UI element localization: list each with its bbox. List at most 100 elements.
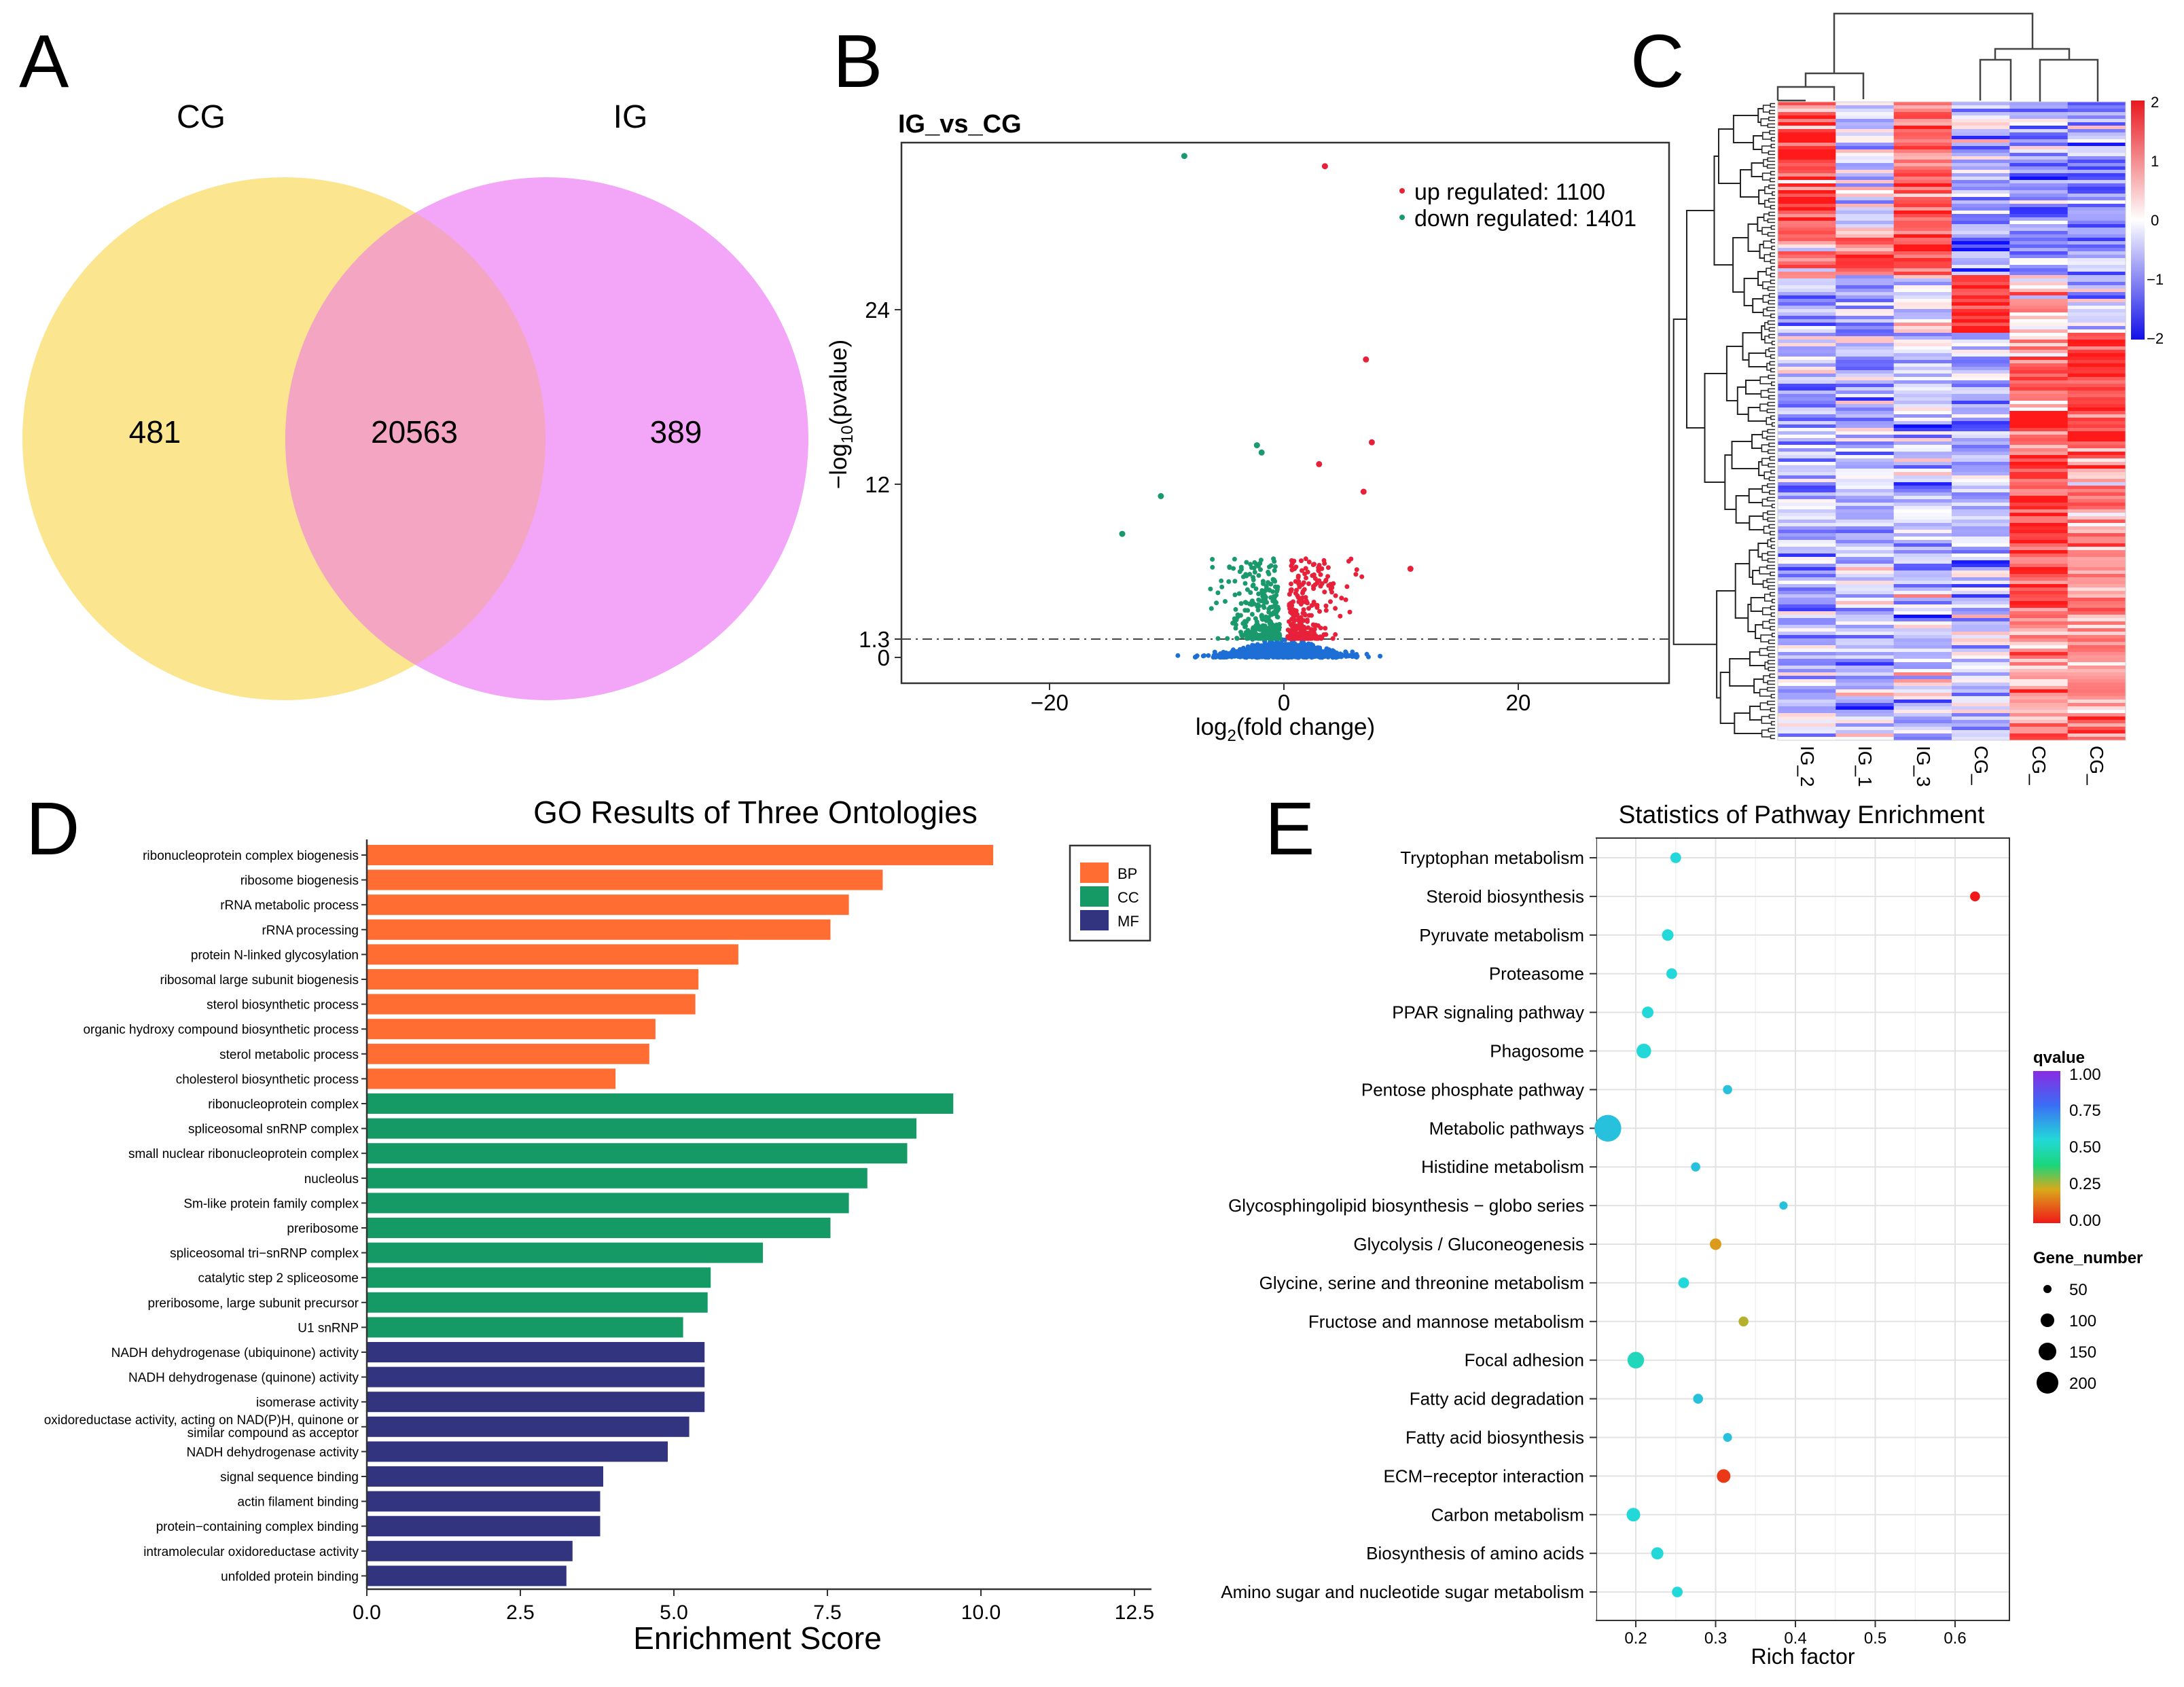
volcano-point-ns (1267, 653, 1272, 659)
heatmap-cell (1778, 666, 1836, 670)
heatmap-cell (1778, 414, 1836, 418)
heatmap-cell (1893, 662, 1952, 666)
volcano-point-down (1262, 623, 1268, 629)
volcano-point-up (1329, 589, 1334, 595)
kegg-pathway-label: Fatty acid degradation (1410, 1389, 1584, 1409)
row-dendrogram-branch (1731, 441, 1759, 469)
heatmap-cell (1836, 676, 1895, 680)
heatmap-cell (1778, 570, 1836, 575)
heatmap-scale-tick: 2 (2151, 94, 2159, 111)
heatmap-cell (2009, 438, 2069, 442)
heatmap-cell (2009, 285, 2069, 289)
heatmap-cell (1952, 696, 2010, 700)
heatmap-cell (2009, 652, 2069, 656)
row-dendrogram-branch (1768, 714, 1775, 719)
volcano-point-ns (1350, 653, 1356, 658)
heatmap-cell (1778, 469, 1836, 473)
volcano-point-down (1209, 606, 1214, 611)
heatmap-cell (2009, 166, 2069, 170)
heatmap-cell (1778, 323, 1836, 327)
heatmap-cell (2067, 727, 2126, 731)
heatmap-cell (2067, 615, 2126, 619)
heatmap-cell (1778, 689, 1836, 693)
heatmap-cell (1952, 282, 2010, 286)
volcano-point-ns (1334, 655, 1339, 660)
heatmap-cell (2067, 295, 2126, 300)
heatmap-cell (1952, 700, 2010, 704)
heatmap-cell (1893, 329, 1952, 333)
volcano-point-up (1346, 558, 1351, 564)
heatmap-cell (2009, 149, 2069, 153)
heatmap-cell (1952, 224, 2010, 228)
heatmap-cell (1778, 282, 1836, 286)
heatmap-cell (1836, 431, 1895, 435)
heatmap-cell (1893, 455, 1952, 459)
volcano-point-up (1300, 568, 1304, 573)
volcano-point-down (1247, 572, 1253, 577)
volcano-point-down (1249, 602, 1254, 607)
heatmap-cell (1778, 187, 1836, 191)
volcano-point-ns (1288, 643, 1293, 649)
heatmap-cell (1836, 499, 1895, 503)
heatmap-cell (1836, 261, 1895, 266)
heatmap-cell (1893, 513, 1952, 517)
heatmap-cell (1893, 391, 1952, 395)
heatmap-cell (1778, 170, 1836, 174)
heatmap-cell (1778, 628, 1836, 632)
heatmap-cell (2067, 265, 2126, 269)
heatmap-cell (1952, 486, 2010, 490)
heatmap-cell (2067, 554, 2126, 558)
heatmap-cell (2067, 221, 2126, 225)
row-dendrogram-branch (1764, 661, 1769, 670)
heatmap-cell (1952, 166, 2010, 170)
heatmap-cell (1778, 200, 1836, 204)
go-x-tick-label: 10.0 (961, 1601, 1001, 1624)
heatmap-cell (1952, 666, 2010, 670)
heatmap-cell (2067, 363, 2126, 367)
go-category-label: sterol biosynthetic process (207, 998, 359, 1013)
heatmap-cell (1952, 635, 2010, 639)
kegg-bubble (1662, 929, 1674, 941)
heatmap-cell (2067, 448, 2126, 452)
heatmap-cell (2009, 221, 2069, 225)
go-bar-mf (368, 1491, 601, 1512)
heatmap-cell (1893, 438, 1952, 442)
heatmap-cell (2009, 197, 2069, 201)
qvalue-tick: 0.50 (2069, 1138, 2101, 1157)
row-dendrogram-branch (1745, 380, 1761, 395)
heatmap-cell (1893, 319, 1952, 323)
heatmap-cell (1836, 295, 1895, 300)
heatmap-cell (1893, 380, 1952, 384)
heatmap-cell (1893, 207, 1952, 211)
heatmap-cell (1893, 618, 1952, 622)
heatmap-cell (1952, 319, 2010, 323)
heatmap-cell (1778, 105, 1836, 109)
heatmap-cell (2009, 234, 2069, 238)
heatmap-cell (1836, 727, 1895, 731)
heatmap-cell (1893, 625, 1952, 629)
heatmap-cell (2009, 431, 2069, 435)
row-dendrogram-branch (1768, 300, 1775, 305)
volcano-point-up (1293, 579, 1298, 584)
row-dendrogram-branch (1758, 461, 1765, 476)
heatmap-cell (1952, 475, 2010, 479)
heatmap-cell (1952, 146, 2010, 150)
heatmap-cell (1778, 407, 1836, 412)
heatmap-cell (1778, 723, 1836, 727)
heatmap-cell (1778, 560, 1836, 564)
row-dendrogram-branch (1755, 624, 1764, 639)
volcano-point-down (1256, 592, 1261, 596)
heatmap-cell (1836, 414, 1895, 418)
heatmap-cell (1952, 686, 2010, 690)
heatmap-cell (2067, 652, 2126, 656)
row-dendrogram-branch (1764, 335, 1772, 344)
heatmap-cell (1893, 581, 1952, 585)
heatmap-cell (1836, 387, 1895, 391)
heatmap-cell (1778, 292, 1836, 296)
heatmap-cell (1893, 411, 1952, 415)
heatmap-cell (1836, 570, 1895, 575)
heatmap-cell (1778, 214, 1836, 218)
volcano-point-down (1236, 591, 1242, 596)
heatmap-cell (1836, 316, 1895, 320)
heatmap-cell (1893, 727, 1952, 731)
